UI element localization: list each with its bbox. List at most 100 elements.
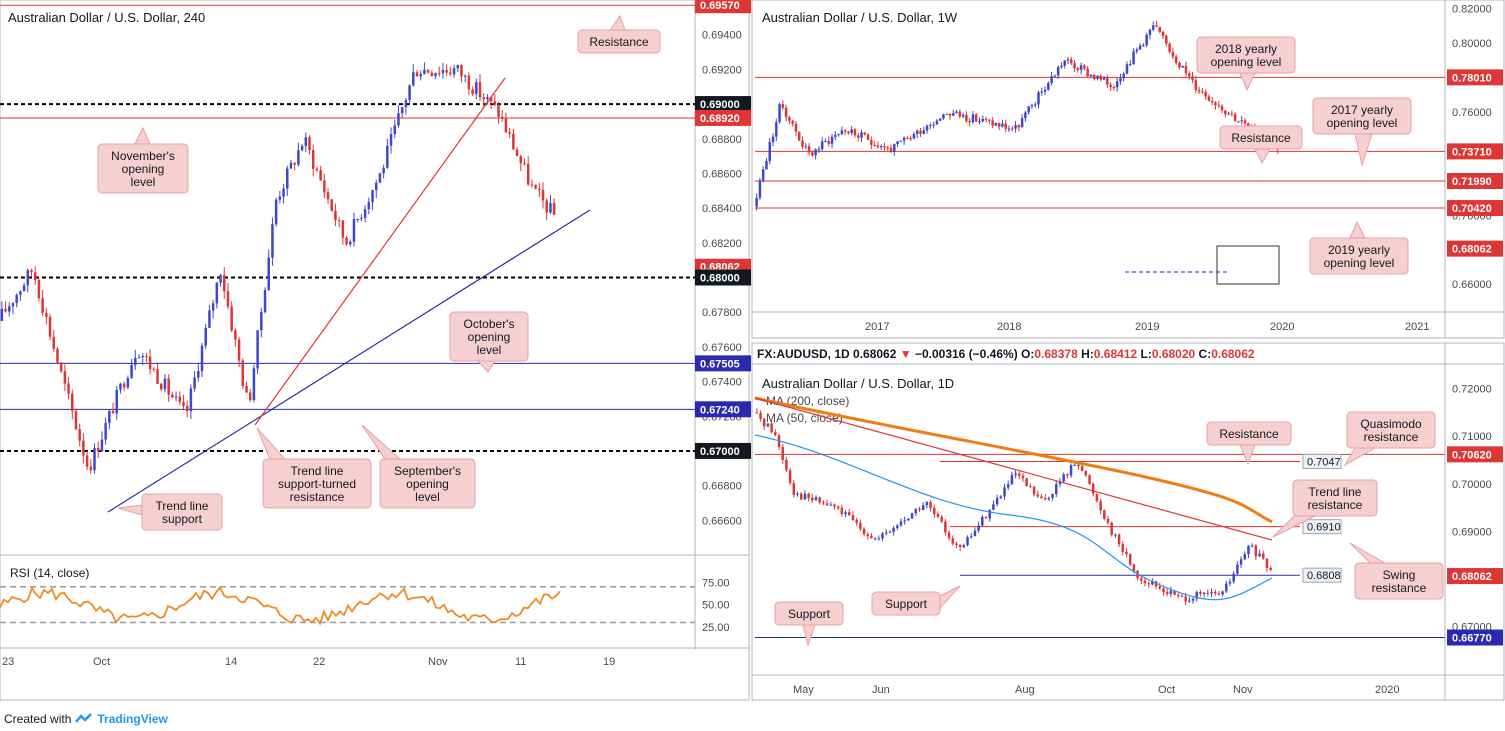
price-label-bg xyxy=(1447,240,1503,257)
candle-body xyxy=(1173,590,1176,595)
y-tick-label: 0.68400 xyxy=(702,203,742,215)
candle-body xyxy=(1070,59,1073,64)
candle-body xyxy=(200,345,204,372)
candle-body xyxy=(167,378,170,395)
candle-body xyxy=(859,522,862,529)
candle-body xyxy=(22,285,26,292)
candle-body xyxy=(1201,91,1204,93)
price-label: 0.68062 xyxy=(1452,244,1492,256)
candle-body xyxy=(1168,43,1171,52)
candle-body xyxy=(1217,593,1221,595)
callout-swing-res-box xyxy=(1354,562,1444,600)
ma50-line xyxy=(754,434,1273,601)
price-label: 0.68062 xyxy=(1452,571,1492,583)
callout-quasimodo-box xyxy=(1346,411,1436,449)
callout-resistance-1w-box xyxy=(1219,125,1303,150)
callout-support-1d: Support xyxy=(885,597,928,611)
candle-body xyxy=(0,308,4,321)
candle-body xyxy=(1206,592,1210,594)
price-label: 0.67000 xyxy=(700,446,740,458)
candle-body xyxy=(914,508,918,514)
candles xyxy=(755,20,1280,211)
y-tick-label: 0.69400 xyxy=(702,30,742,42)
candle-body xyxy=(345,237,348,245)
candle-body xyxy=(1262,553,1265,559)
candle-body xyxy=(334,210,337,221)
candle-body xyxy=(545,200,548,213)
footer: Created with TradingView xyxy=(4,712,168,726)
candle-body xyxy=(311,149,315,169)
candle-body xyxy=(1178,63,1181,68)
footer-brand[interactable]: TradingView xyxy=(97,712,168,726)
candle-body xyxy=(1224,110,1227,115)
candle-body xyxy=(297,150,300,165)
candle-body xyxy=(1037,92,1040,105)
candle-body xyxy=(59,362,63,372)
candle-body xyxy=(1099,500,1102,511)
candle-body xyxy=(860,132,863,138)
candle-body xyxy=(966,537,969,546)
candle-body xyxy=(1033,104,1037,106)
chart-1d-title: Australian Dollar / U.S. Dollar, 1D xyxy=(762,376,954,391)
candle-body xyxy=(171,394,174,398)
price-label-bg xyxy=(1447,173,1503,190)
candle-body xyxy=(906,137,909,139)
callout-resistance-line: Resistance xyxy=(589,35,649,49)
candle-body xyxy=(834,134,837,137)
y-tick-label: 0.71000 xyxy=(1452,431,1492,443)
footer-created-with: Created with xyxy=(4,712,72,726)
callout-support-major-line: Support xyxy=(788,607,831,621)
candle-body xyxy=(785,459,788,471)
ohlc-part: ▼ xyxy=(900,347,915,361)
y-tick-label: 0.68800 xyxy=(702,134,742,146)
candle-body xyxy=(932,124,935,126)
candle-body xyxy=(1181,65,1184,68)
candle-body xyxy=(504,118,508,133)
callout-november-open-line: November's xyxy=(111,149,175,163)
candle-body xyxy=(1047,82,1050,90)
candle-body xyxy=(1230,113,1234,115)
candle-body xyxy=(1117,534,1121,545)
candle-body xyxy=(1099,75,1103,80)
y-tick-label: 0.72000 xyxy=(1452,384,1492,396)
candle-body xyxy=(1040,496,1043,499)
candle-body xyxy=(978,121,981,123)
candle-body xyxy=(26,270,30,286)
candle-body xyxy=(1158,586,1162,589)
candle-body xyxy=(159,383,163,390)
callout-resistance-1d-box xyxy=(1206,421,1292,446)
candle-body xyxy=(1232,573,1235,582)
price-label: 0.67240 xyxy=(700,404,740,416)
candle-body xyxy=(37,279,41,299)
candle-body xyxy=(530,184,534,186)
candle-body xyxy=(778,104,781,123)
callout-support-major-box xyxy=(774,601,844,626)
candle-body xyxy=(1096,75,1099,79)
candle-body xyxy=(304,137,308,147)
candle-body xyxy=(1020,118,1024,128)
x-tick-label: 2017 xyxy=(865,321,889,333)
candle-body xyxy=(847,131,850,134)
ohlc-part: 0.68378 xyxy=(1034,347,1081,361)
callout-september-open-line: level xyxy=(415,490,440,504)
candle-body xyxy=(211,303,215,311)
callout-quasimodo-line: resistance xyxy=(1364,430,1419,444)
candle-body xyxy=(1258,553,1261,557)
price-label: 0.70620 xyxy=(1452,449,1492,461)
candle-body xyxy=(925,502,929,506)
x-tick-label: Jun xyxy=(872,684,890,696)
callout-2019-open-box xyxy=(1309,237,1409,275)
candle-body xyxy=(1025,478,1028,486)
candle-body xyxy=(1062,474,1065,482)
x-tick-label: Nov xyxy=(1233,684,1253,696)
price-label-bg xyxy=(1447,446,1503,463)
candle-body xyxy=(1236,564,1239,574)
price-label-bg xyxy=(695,269,751,286)
candle-body xyxy=(1213,591,1217,594)
callout-resistance-1d: Resistance xyxy=(1219,427,1279,441)
y-tick-label: 0.67400 xyxy=(702,377,742,389)
candle-body xyxy=(1043,89,1047,92)
candle-body xyxy=(1040,91,1044,93)
candle-body xyxy=(1047,497,1051,500)
candle-body xyxy=(915,130,919,134)
